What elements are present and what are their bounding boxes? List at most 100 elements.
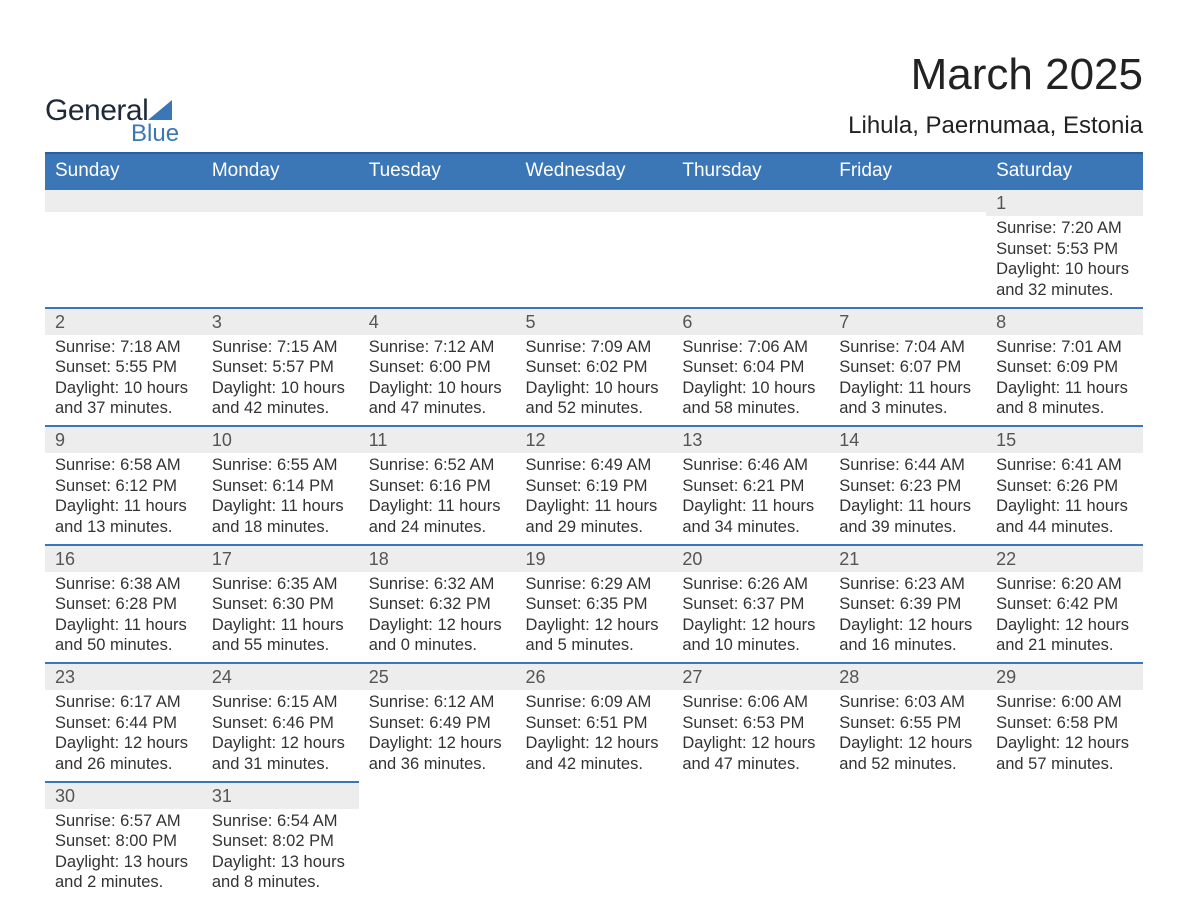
calendar-week-row: 9Sunrise: 6:58 AMSunset: 6:12 PMDaylight… — [45, 426, 1143, 545]
value: 6:12 AM — [434, 693, 495, 711]
day-number: 13 — [672, 427, 829, 453]
calendar-day-cell: 6Sunrise: 7:06 AMSunset: 6:04 PMDaylight… — [672, 308, 829, 427]
value: 6:35 AM — [277, 575, 338, 593]
day-number: 17 — [202, 546, 359, 572]
label: Sunset: — [212, 832, 273, 850]
label: Sunset: — [55, 477, 116, 495]
calendar-day-cell: 19Sunrise: 6:29 AMSunset: 6:35 PMDayligh… — [516, 545, 673, 664]
day-details — [829, 804, 986, 882]
label: Daylight: — [55, 853, 124, 871]
label: Sunset: — [682, 358, 743, 376]
day-details: Sunrise: 6:46 AMSunset: 6:21 PMDaylight:… — [672, 453, 829, 544]
label: Sunrise: — [369, 575, 434, 593]
value: 6:09 AM — [591, 693, 652, 711]
day-number — [829, 190, 986, 212]
label: Sunrise: — [526, 338, 591, 356]
day-details — [359, 212, 516, 290]
day-number: 15 — [986, 427, 1143, 453]
day-details: Sunrise: 7:01 AMSunset: 6:09 PMDaylight:… — [986, 335, 1143, 426]
calendar-empty-cell — [672, 782, 829, 900]
label: Sunrise: — [526, 456, 591, 474]
label: Sunset: — [526, 358, 587, 376]
label: Sunrise: — [682, 456, 747, 474]
day-details — [672, 212, 829, 290]
day-details: Sunrise: 6:55 AMSunset: 6:14 PMDaylight:… — [202, 453, 359, 544]
label: Daylight: — [682, 497, 751, 515]
day-details: Sunrise: 7:20 AMSunset: 5:53 PMDaylight:… — [986, 216, 1143, 307]
value: 6:23 PM — [900, 477, 961, 495]
day-number: 14 — [829, 427, 986, 453]
value: 6:28 PM — [116, 595, 177, 613]
calendar-day-cell: 9Sunrise: 6:58 AMSunset: 6:12 PMDaylight… — [45, 426, 202, 545]
day-details: Sunrise: 6:52 AMSunset: 6:16 PMDaylight:… — [359, 453, 516, 544]
label: Daylight: — [839, 616, 908, 634]
value: 6:51 PM — [586, 714, 647, 732]
day-details: Sunrise: 6:58 AMSunset: 6:12 PMDaylight:… — [45, 453, 202, 544]
weekday-header: Thursday — [672, 153, 829, 189]
label: Daylight: — [839, 497, 908, 515]
label: Sunset: — [682, 595, 743, 613]
value: 6:07 PM — [900, 358, 961, 376]
day-details: Sunrise: 6:32 AMSunset: 6:32 PMDaylight:… — [359, 572, 516, 663]
label: Sunset: — [839, 714, 900, 732]
label: Daylight: — [212, 734, 281, 752]
calendar-day-cell: 29Sunrise: 6:00 AMSunset: 6:58 PMDayligh… — [986, 663, 1143, 782]
value: 6:58 AM — [120, 456, 181, 474]
calendar-day-cell: 5Sunrise: 7:09 AMSunset: 6:02 PMDaylight… — [516, 308, 673, 427]
label: Sunset: — [212, 714, 273, 732]
value: 7:18 AM — [120, 338, 181, 356]
day-number: 7 — [829, 309, 986, 335]
label: Daylight: — [369, 616, 438, 634]
day-number — [45, 190, 202, 212]
value: 7:06 AM — [748, 338, 809, 356]
calendar-empty-cell — [516, 782, 673, 900]
weekday-header-row: SundayMondayTuesdayWednesdayThursdayFrid… — [45, 153, 1143, 189]
day-number — [202, 190, 359, 212]
label: Daylight: — [369, 497, 438, 515]
day-number — [516, 782, 673, 804]
calendar-empty-cell — [359, 189, 516, 308]
label: Daylight: — [55, 616, 124, 634]
day-number: 11 — [359, 427, 516, 453]
day-number: 31 — [202, 783, 359, 809]
value: 6:39 PM — [900, 595, 961, 613]
weekday-header: Tuesday — [359, 153, 516, 189]
day-number: 5 — [516, 309, 673, 335]
day-details: Sunrise: 6:35 AMSunset: 6:30 PMDaylight:… — [202, 572, 359, 663]
label: Sunrise: — [55, 812, 120, 830]
value: 6:16 PM — [429, 477, 490, 495]
day-number — [672, 782, 829, 804]
calendar-day-cell: 22Sunrise: 6:20 AMSunset: 6:42 PMDayligh… — [986, 545, 1143, 664]
label: Sunset: — [369, 358, 430, 376]
value: 6:44 AM — [904, 456, 965, 474]
label: Sunrise: — [212, 693, 277, 711]
label: Sunset: — [839, 595, 900, 613]
day-number: 20 — [672, 546, 829, 572]
day-details: Sunrise: 6:44 AMSunset: 6:23 PMDaylight:… — [829, 453, 986, 544]
day-number: 25 — [359, 664, 516, 690]
calendar-day-cell: 27Sunrise: 6:06 AMSunset: 6:53 PMDayligh… — [672, 663, 829, 782]
label: Sunset: — [682, 477, 743, 495]
day-number: 1 — [986, 190, 1143, 216]
day-details: Sunrise: 6:49 AMSunset: 6:19 PMDaylight:… — [516, 453, 673, 544]
label: Daylight: — [212, 616, 281, 634]
calendar-day-cell: 8Sunrise: 7:01 AMSunset: 6:09 PMDaylight… — [986, 308, 1143, 427]
label: Sunrise: — [55, 575, 120, 593]
value: 6:44 PM — [116, 714, 177, 732]
weekday-header: Saturday — [986, 153, 1143, 189]
value: 6:30 PM — [272, 595, 333, 613]
calendar-day-cell: 3Sunrise: 7:15 AMSunset: 5:57 PMDaylight… — [202, 308, 359, 427]
label: Daylight: — [996, 734, 1065, 752]
calendar-empty-cell — [672, 189, 829, 308]
label: Sunset: — [996, 477, 1057, 495]
calendar-day-cell: 20Sunrise: 6:26 AMSunset: 6:37 PMDayligh… — [672, 545, 829, 664]
day-number: 4 — [359, 309, 516, 335]
label: Sunset: — [526, 477, 587, 495]
location-subtitle: Lihula, Paernumaa, Estonia — [848, 112, 1143, 140]
logo: General Blue — [45, 94, 179, 148]
value: 6:06 AM — [748, 693, 809, 711]
label: Sunset: — [212, 358, 273, 376]
calendar-day-cell: 10Sunrise: 6:55 AMSunset: 6:14 PMDayligh… — [202, 426, 359, 545]
value: 5:55 PM — [116, 358, 177, 376]
day-details: Sunrise: 6:09 AMSunset: 6:51 PMDaylight:… — [516, 690, 673, 781]
